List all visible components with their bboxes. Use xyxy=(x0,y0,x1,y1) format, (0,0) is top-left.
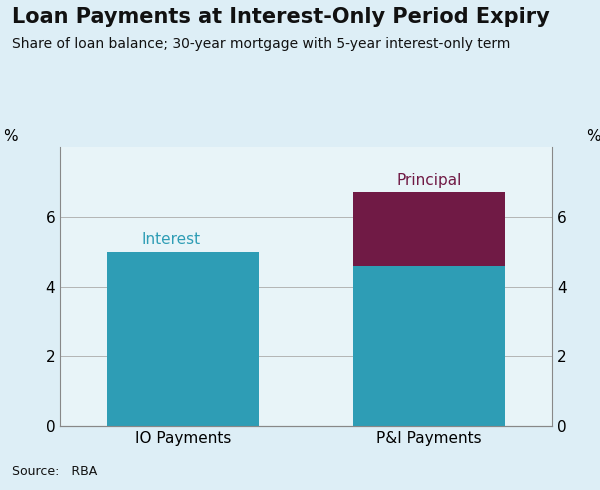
Text: Share of loan balance; 30-year mortgage with 5-year interest-only term: Share of loan balance; 30-year mortgage … xyxy=(12,37,511,51)
Text: %: % xyxy=(587,129,600,144)
Text: Source:   RBA: Source: RBA xyxy=(12,465,97,478)
Text: Principal: Principal xyxy=(397,173,461,188)
Text: Interest: Interest xyxy=(141,231,200,246)
Bar xyxy=(353,266,505,426)
Bar xyxy=(353,193,505,266)
Text: %: % xyxy=(4,129,18,144)
Bar xyxy=(107,252,259,426)
Text: Loan Payments at Interest-Only Period Expiry: Loan Payments at Interest-Only Period Ex… xyxy=(12,7,550,27)
